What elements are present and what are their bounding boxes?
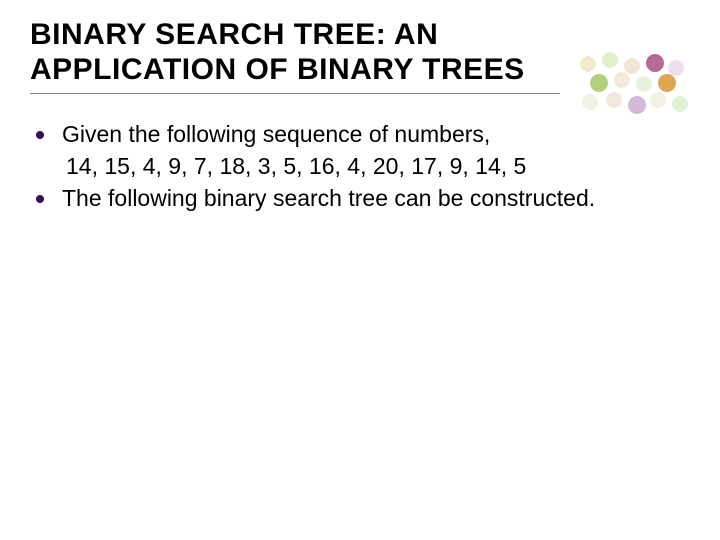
decoration-dot [668,60,684,76]
bullet-icon [36,131,44,139]
bullet-text: The following binary search tree can be … [62,184,690,214]
slide-content: Given the following sequence of numbers,… [30,120,690,214]
sequence-line: 14, 15, 4, 9, 7, 18, 3, 5, 16, 4, 20, 17… [66,152,690,182]
decoration-dot [636,76,652,92]
decoration-dot [606,92,622,108]
decoration-dot [646,54,664,72]
bullet-item: The following binary search tree can be … [30,184,690,214]
decoration-dot [672,96,688,112]
decoration-dot [650,92,666,108]
decoration-dot [628,96,646,114]
decoration-dot [590,74,608,92]
decoration-dot [580,56,596,72]
decoration-dot [614,72,630,88]
bullet-icon [36,195,44,203]
decoration-dot [602,52,618,68]
decoration-dots [580,52,700,132]
decoration-dot [624,58,640,74]
slide: BINARY SEARCH TREE: AN APPLICATION OF BI… [0,0,720,540]
decoration-dot [658,74,676,92]
decoration-dot [582,94,598,110]
slide-title: BINARY SEARCH TREE: AN APPLICATION OF BI… [30,18,560,94]
